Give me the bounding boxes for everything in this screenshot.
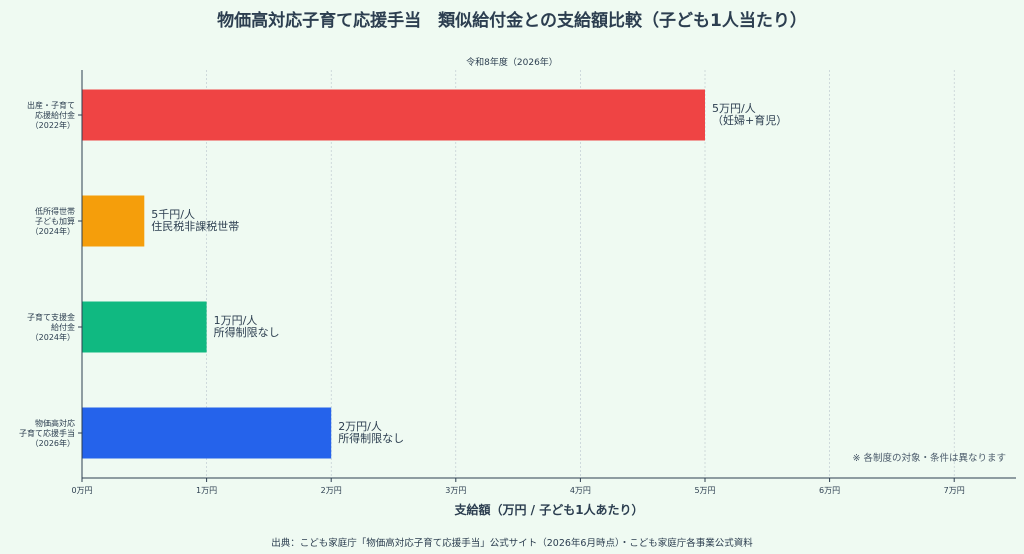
x-tick-label: 6万円 xyxy=(819,486,840,495)
category-label: 子育て支援金 xyxy=(27,312,75,322)
x-tick-label: 7万円 xyxy=(944,486,965,495)
data-label: 5万円/人 xyxy=(712,102,756,115)
bar-layer xyxy=(82,89,705,459)
data-label: 1万円/人 xyxy=(214,314,258,327)
category-label: 子育て応援手当 xyxy=(19,428,75,438)
category-label: （2026年） xyxy=(31,438,75,448)
category-label: （2024年） xyxy=(31,226,75,236)
category-label: （2024年） xyxy=(31,332,75,342)
x-axis-title: 支給額（万円 / 子ども1人あたり） xyxy=(453,502,643,517)
data-label: 5千円/人 xyxy=(151,208,195,221)
category-label: 給付金 xyxy=(51,322,75,332)
bar xyxy=(82,89,705,141)
x-tick-label: 2万円 xyxy=(321,486,342,495)
axis-layer: 0万円 1万円 2万円 3万円 4万円 5万円 6万円 7万円 xyxy=(71,70,1016,495)
category-label: 出産・子育て xyxy=(27,100,75,110)
category-label: （2022年） xyxy=(31,120,75,130)
x-tick-label: 5万円 xyxy=(694,486,715,495)
data-label: （妊婦+育児） xyxy=(712,113,787,127)
chart-title: 物価高対応子育て応援手当 類似給付金との支給額比較（子ども1人当たり） xyxy=(217,11,807,31)
footnote: ※ 各制度の対象・条件は異なります xyxy=(853,452,1006,464)
bar xyxy=(82,407,332,459)
chart-subtitle: 令和8年度（2026年） xyxy=(466,58,558,68)
bar xyxy=(82,195,145,247)
category-label: 応援給付金 xyxy=(35,110,75,120)
category-label: 子ども加算 xyxy=(35,216,75,226)
x-tick-label: 1万円 xyxy=(196,486,217,495)
bar xyxy=(82,301,207,353)
x-tick-label: 4万円 xyxy=(570,486,591,495)
data-label: 住民税非課税世帯 xyxy=(151,219,239,233)
source-citation: 出典：こども家庭庁「物価高対応子育て応援手当」公式サイト（2026年6月時点）・… xyxy=(271,538,753,549)
x-tick-label: 0万円 xyxy=(71,486,92,495)
category-label: 物価高対応 xyxy=(35,418,75,428)
data-label: 2万円/人 xyxy=(338,420,382,433)
x-tick-label: 3万円 xyxy=(445,486,466,495)
data-label: 所得制限なし xyxy=(214,326,280,339)
category-label: 低所得世帯 xyxy=(35,206,75,216)
data-label: 所得制限なし xyxy=(338,432,404,445)
